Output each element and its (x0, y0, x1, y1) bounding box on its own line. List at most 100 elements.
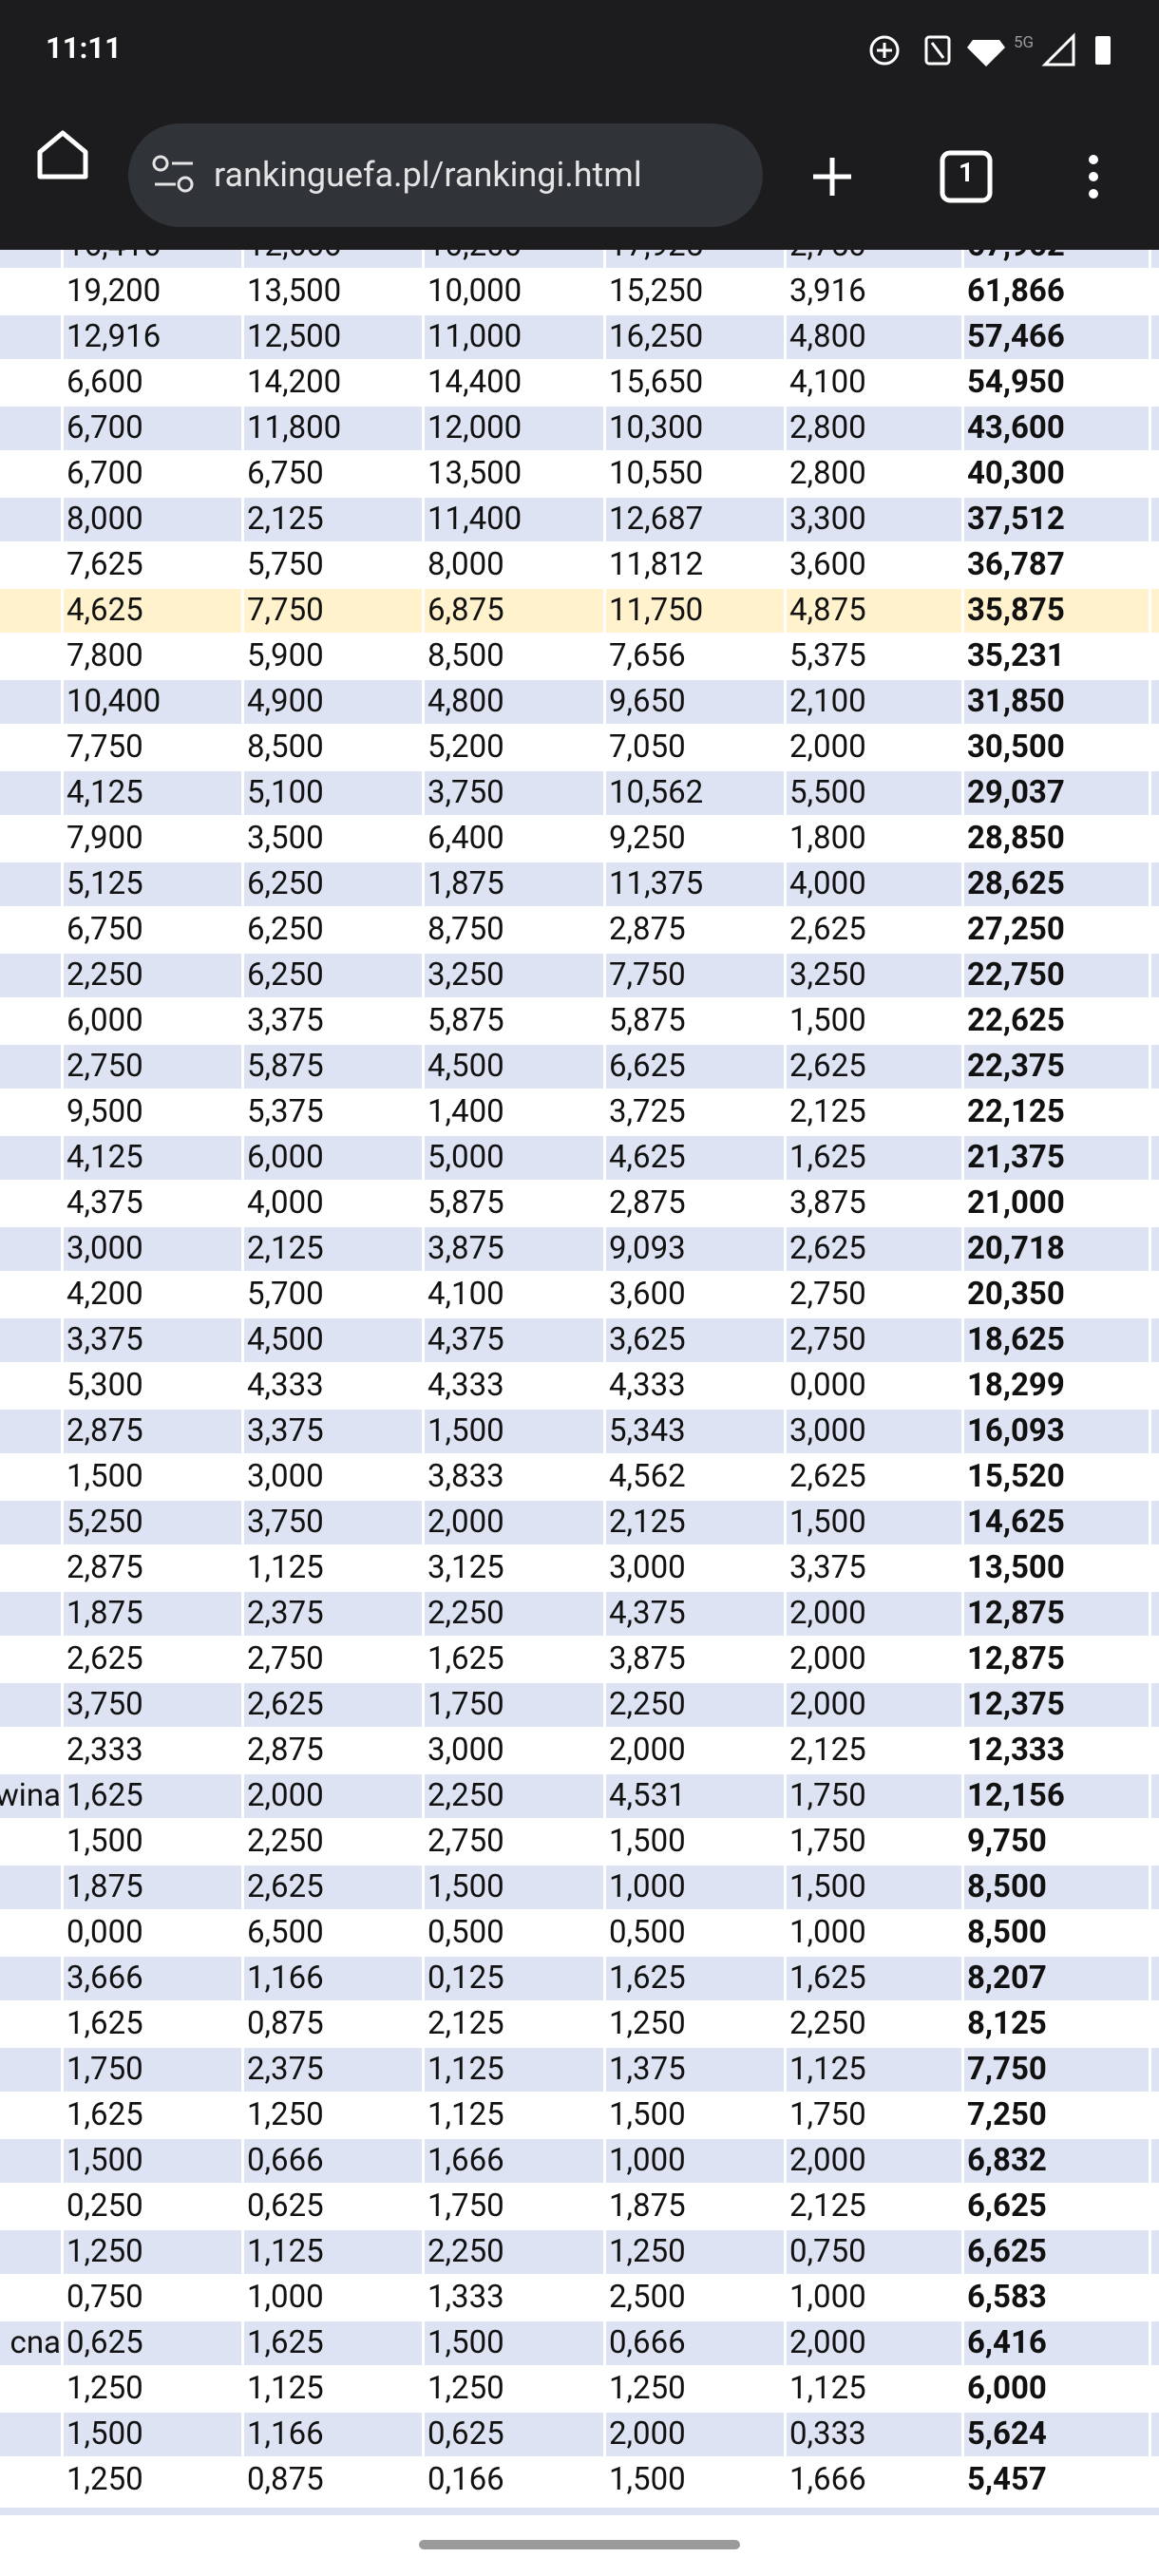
season-points: 2,875 (66, 1412, 143, 1449)
season-points: 1,500 (66, 2415, 143, 2453)
season-points: 2,125 (789, 1093, 866, 1130)
total-points: 6,583 (967, 2279, 1047, 2316)
season-points: 1,500 (66, 2142, 143, 2179)
menu-dot[interactable] (1089, 189, 1098, 199)
table-row: 0,250 0,625 1,750 1,875 2,125 6,625 (0, 2185, 1159, 2230)
tab-switcher[interactable] (940, 150, 993, 203)
menu-dot[interactable] (1089, 172, 1098, 181)
season-points: 5,000 (428, 1139, 504, 1176)
season-points: 1,750 (789, 2096, 866, 2133)
season-points: 1,500 (609, 2461, 686, 2498)
new-tab-button[interactable] (813, 158, 851, 196)
total-points: 67,962 (967, 250, 1065, 268)
menu-dot[interactable] (1089, 155, 1098, 164)
season-points: 8,000 (66, 501, 143, 538)
table-row: 1,500 2,250 2,750 1,500 1,750 9,750 (0, 1820, 1159, 1866)
season-points: 2,750 (789, 1321, 866, 1358)
table-row: 3,375 4,500 4,375 3,625 2,750 18,625 (0, 1318, 1159, 1364)
total-points: 5,457 (967, 2461, 1047, 2498)
season-points: 12,500 (247, 318, 342, 355)
table-row: 1,875 2,375 2,250 4,375 2,000 12,875 (0, 1592, 1159, 1638)
total-points: 20,718 (967, 1230, 1065, 1267)
total-points: 20,350 (967, 1276, 1065, 1313)
browser-toolbar: 1 rankinguefa.pl/rankingi.html (0, 99, 1159, 250)
season-points: 8,500 (247, 729, 324, 766)
season-points: 2,250 (247, 1823, 324, 1860)
status-bar: 11:11 5G (0, 0, 1159, 99)
season-points: 2,000 (789, 1686, 866, 1723)
table-row: 6,700 6,750 13,500 10,550 2,800 40,300 (0, 452, 1159, 498)
season-points: 1,166 (247, 2415, 324, 2453)
season-points: 4,333 (428, 1367, 504, 1404)
season-points: 5,875 (428, 1002, 504, 1039)
season-points: 2,375 (247, 1595, 324, 1632)
season-points: 2,625 (789, 1230, 866, 1267)
home-button[interactable] (37, 130, 88, 180)
season-points: 1,500 (789, 1504, 866, 1541)
clock: 11:11 (46, 30, 122, 66)
season-points: 4,100 (789, 364, 866, 401)
season-points: 1,125 (247, 2233, 324, 2270)
season-points: 2,125 (247, 1230, 324, 1267)
total-points: 28,625 (967, 865, 1065, 902)
season-points: 12,000 (428, 409, 522, 446)
season-points: 2,333 (66, 1732, 143, 1769)
season-points: 1,000 (789, 1914, 866, 1951)
season-points: 16,250 (609, 318, 704, 355)
season-points: 5,875 (247, 1048, 324, 1085)
season-points: 11,812 (609, 546, 704, 583)
total-points: 31,850 (967, 683, 1065, 720)
season-points: 4,800 (428, 683, 504, 720)
season-points: 4,333 (247, 1367, 324, 1404)
next-row-edge (0, 2508, 1159, 2515)
column-separator (961, 250, 964, 2517)
table-row: 0,000 6,500 0,500 0,500 1,000 8,500 (0, 1911, 1159, 1957)
season-points: 1,400 (428, 1093, 504, 1130)
tab-count[interactable]: 1 (958, 157, 975, 188)
column-separator (784, 250, 787, 2517)
season-points: 3,875 (789, 1184, 866, 1222)
season-points: 1,500 (428, 1868, 504, 1905)
season-points: 11,400 (428, 501, 522, 538)
season-points: 6,875 (428, 592, 504, 629)
season-points: 1,625 (66, 2096, 143, 2133)
season-points: 2,000 (609, 2415, 686, 2453)
gesture-bar (419, 2540, 740, 2549)
season-points: 19,200 (66, 273, 162, 310)
total-points: 12,875 (967, 1595, 1065, 1632)
address-bar[interactable]: rankinguefa.pl/rankingi.html (128, 123, 763, 227)
total-points: 13,500 (967, 1549, 1065, 1586)
season-points: 2,125 (428, 2005, 504, 2042)
season-points: 1,500 (428, 1412, 504, 1449)
season-points: 5,250 (66, 1504, 143, 1541)
season-points: 2,125 (789, 2188, 866, 2225)
total-points: 36,787 (967, 546, 1065, 583)
table-row: 2,750 5,875 4,500 6,625 2,625 22,375 (0, 1045, 1159, 1090)
table-row: 7,800 5,900 8,500 7,656 5,375 35,231 (0, 635, 1159, 680)
season-points: 0,750 (66, 2279, 143, 2316)
season-points: 5,700 (247, 1276, 324, 1313)
season-points: 1,875 (66, 1595, 143, 1632)
season-points: 4,500 (247, 1321, 324, 1358)
table-row: 2,875 3,375 1,500 5,343 3,000 16,093 (0, 1410, 1159, 1455)
season-points: 7,750 (609, 957, 686, 994)
season-points: 1,875 (428, 865, 504, 902)
season-points: 2,000 (609, 1732, 686, 1769)
table-row: wina 1,625 2,000 2,250 4,531 1,750 12,156 (0, 1774, 1159, 1820)
site-info-icon[interactable] (147, 123, 204, 227)
season-points: 6,625 (609, 1048, 686, 1085)
season-points: 3,375 (247, 1002, 324, 1039)
season-points: 12,666 (247, 250, 341, 268)
season-points: 4,531 (609, 1777, 686, 1814)
season-points: 2,125 (247, 501, 324, 538)
total-points: 29,037 (967, 774, 1065, 811)
season-points: 1,125 (247, 2370, 324, 2407)
season-points: 5,200 (428, 729, 504, 766)
season-points: 2,500 (609, 2279, 686, 2316)
url[interactable]: rankinguefa.pl/rankingi.html (214, 155, 642, 195)
season-points: 5,343 (609, 1412, 686, 1449)
season-points: 1,750 (789, 1823, 866, 1860)
toolbar-icons (37, 130, 1098, 203)
total-points: 21,375 (967, 1139, 1065, 1176)
season-points: 4,625 (609, 1139, 686, 1176)
